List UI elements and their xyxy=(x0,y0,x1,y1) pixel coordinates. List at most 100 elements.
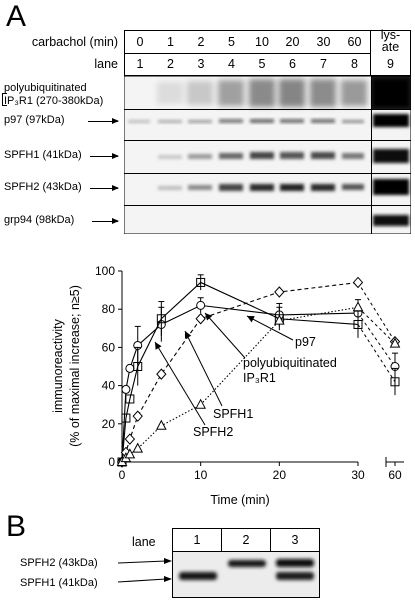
arrow-icon xyxy=(247,316,255,323)
arrow-icon xyxy=(90,185,119,191)
lysate-lane: 9 xyxy=(387,57,394,71)
panel-b-letter: B xyxy=(6,510,27,543)
time-cell: 30 xyxy=(316,35,331,49)
panel-a-letter: A xyxy=(6,0,27,33)
y-tick-label: 100 xyxy=(95,264,115,278)
data-point-square xyxy=(196,277,206,287)
annotation-polyubiquitinated: polyubiquitinated xyxy=(243,356,337,370)
panel-b-blot: 1 2 3 xyxy=(172,528,320,598)
data-point-diamond xyxy=(124,433,136,445)
panel-b-lane-cell: 1 xyxy=(193,533,201,547)
chart-axes: 0 20 40 60 80 100 0 10 20 30 60 Time (min) immunorea… xyxy=(51,264,404,507)
y-axis-subtitle: (% of maximal increase; n≥5) xyxy=(68,285,82,447)
data-point-square xyxy=(121,413,131,423)
data-point-square xyxy=(133,362,143,371)
data-point-square xyxy=(125,394,135,404)
panel-b-lane-label: lane xyxy=(132,535,156,549)
lane-cell: 8 xyxy=(351,57,358,71)
carbachol-label: carbachol (min) xyxy=(31,35,118,49)
arrow-icon xyxy=(118,576,172,583)
data-point-diamond xyxy=(274,286,285,298)
x-tick-label: 0 xyxy=(119,468,126,482)
x-tick-label: 60 xyxy=(388,468,402,482)
panel-b-label-spfh1: SPFH1 (41kDa) xyxy=(20,577,98,589)
annotation-arrow xyxy=(246,315,294,341)
band-label-grp94: grp94 (98kDa) xyxy=(4,214,75,226)
arrow-icon xyxy=(118,558,172,564)
x-tick-label: 20 xyxy=(273,468,287,482)
data-point-triangle xyxy=(195,398,206,409)
data-point-circle xyxy=(196,300,206,310)
y-tick-label: 0 xyxy=(108,455,115,469)
lysate-label-1: lys- xyxy=(380,28,401,42)
lane-cell: 5 xyxy=(258,57,266,71)
time-cell: 0 xyxy=(136,35,144,49)
blot-header-grid: 0 1 2 5 10 20 30 60 1 2 3 4 5 6 7 8 xyxy=(124,30,371,76)
data-point-square xyxy=(156,314,166,324)
bracket xyxy=(2,93,7,106)
series-connector xyxy=(357,312,396,367)
x-tick-label: 30 xyxy=(351,468,365,482)
annotation-arrow xyxy=(204,312,246,359)
data-point-diamond xyxy=(352,276,364,289)
series-connector xyxy=(357,324,396,383)
panel-b-lane-cell: 3 xyxy=(291,533,299,547)
series-connector xyxy=(357,306,396,344)
y-axis-title: immunoreactivity xyxy=(51,318,65,413)
y-tick-label: 60 xyxy=(102,340,116,354)
time-cell: 5 xyxy=(228,35,235,49)
arrow-icon xyxy=(88,118,119,124)
lane-cell: 7 xyxy=(320,57,327,71)
data-point-triangle xyxy=(352,301,364,312)
lane-label: lane xyxy=(94,57,118,71)
x-axis-title: Time (min) xyxy=(210,493,269,507)
time-cell: 60 xyxy=(347,35,362,49)
time-cell: 10 xyxy=(255,35,269,49)
band-label-spfh2: SPFH2 (43kDa) xyxy=(4,181,82,193)
panel-b-blot-image xyxy=(173,552,319,597)
data-point-diamond xyxy=(195,313,206,325)
series-line xyxy=(121,306,359,463)
lane-cell: 2 xyxy=(167,57,174,71)
chart-series xyxy=(116,274,401,468)
arrow-icon xyxy=(184,331,192,339)
lysate-label-2: ate xyxy=(381,40,400,54)
panel-b-label-spfh2: SPFH2 (43kDa) xyxy=(20,557,98,569)
time-cell: 20 xyxy=(285,35,300,49)
western-blot-image xyxy=(124,76,411,234)
data-point-triangle xyxy=(274,314,285,325)
x-tick-label: 10 xyxy=(194,468,208,482)
data-point-square xyxy=(390,377,400,387)
arrow-icon xyxy=(90,153,119,159)
time-course-chart: 0 20 40 60 80 100 0 10 20 30 60 Time (min) immunorea… xyxy=(51,264,404,507)
panel-b-lane-cell: 2 xyxy=(242,533,250,547)
arrow-icon xyxy=(155,342,162,350)
annotation-spfh2: SPFH2 xyxy=(193,425,233,439)
data-point-triangle xyxy=(389,337,401,348)
band-label-spfh1: SPFH1 (41kDa) xyxy=(4,149,82,161)
data-point-circle xyxy=(121,384,131,394)
lane-cell: 3 xyxy=(197,57,205,71)
data-point-triangle xyxy=(156,419,167,430)
series-line xyxy=(121,281,359,463)
arrow-icon xyxy=(205,313,213,321)
annotation-p97: p97 xyxy=(295,335,316,349)
lysate-header: lys- ate 9 xyxy=(371,28,411,76)
lane-cell: 4 xyxy=(228,57,235,71)
band-label-polyubiquitinated: polyubiquitinated IP₃R1 (270-380kDa) xyxy=(4,82,104,107)
lane-cell: 6 xyxy=(289,57,296,71)
data-point-square xyxy=(353,319,363,329)
annotation-spfh1: SPFH1 xyxy=(213,407,253,421)
data-point-diamond xyxy=(132,410,143,422)
series-line xyxy=(121,281,359,463)
lane-cell: 1 xyxy=(136,57,144,71)
data-point-triangle xyxy=(132,442,144,453)
annotation-ip3r1: IP₃R1 xyxy=(243,371,276,385)
time-cell: 2 xyxy=(197,35,205,49)
annotation-arrow xyxy=(154,341,206,426)
arrow-icon xyxy=(92,218,119,224)
y-tick-label: 80 xyxy=(102,302,116,316)
y-tick-label: 20 xyxy=(102,417,116,431)
series-line xyxy=(121,304,359,463)
